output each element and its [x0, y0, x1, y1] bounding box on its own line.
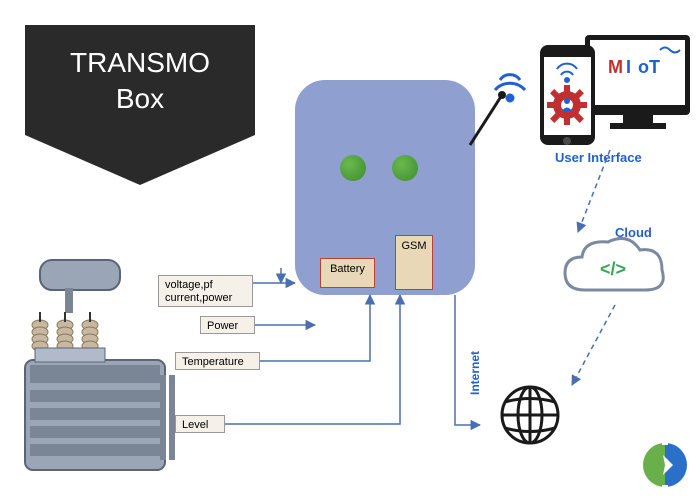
svg-text:oT: oT	[638, 57, 660, 77]
wifi-icon	[495, 75, 525, 101]
corner-logo-icon	[643, 437, 687, 493]
banner-line2: Box	[116, 83, 164, 114]
globe-icon	[502, 387, 558, 443]
voltage-label: voltage,pf current,power	[158, 275, 253, 307]
device-led-2	[392, 155, 418, 181]
antenna-tip	[498, 91, 506, 99]
cloud-icon: </>	[565, 238, 663, 290]
level-label: Level	[175, 415, 225, 433]
battery-module: Battery	[320, 258, 375, 288]
power-label: Power	[200, 316, 255, 334]
dashed-connectors	[572, 150, 615, 385]
title-banner: TRANSMO Box	[25, 25, 255, 135]
banner-chevron	[25, 135, 255, 185]
device-led-1	[340, 155, 366, 181]
svg-text:M: M	[608, 57, 623, 77]
user-interface-icon: M I oT	[540, 35, 690, 145]
temperature-label: Temperature	[175, 352, 260, 370]
cloud-caption: Cloud	[615, 225, 652, 240]
internet-caption: Internet	[468, 351, 482, 395]
user-interface-caption: User Interface	[555, 150, 642, 165]
gsm-label: GSM	[401, 240, 426, 252]
gsm-module: GSM	[395, 235, 433, 290]
battery-label: Battery	[330, 263, 365, 275]
banner-line1: TRANSMO	[70, 47, 210, 78]
transformer-icon	[25, 260, 175, 470]
svg-text:I: I	[626, 57, 631, 77]
svg-text:</>: </>	[600, 259, 626, 279]
